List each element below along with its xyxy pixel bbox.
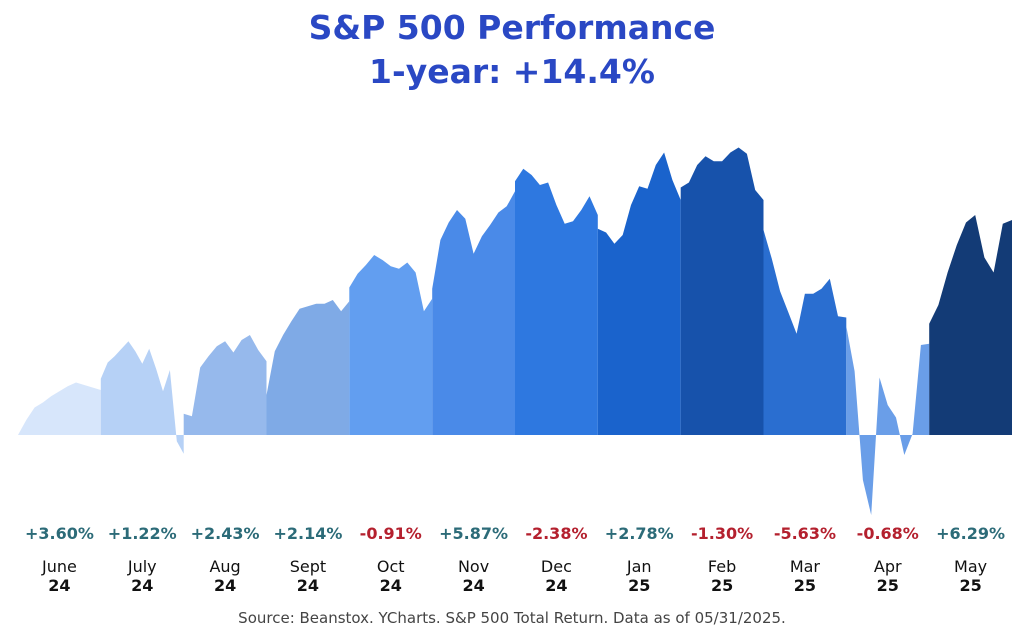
month-tick-label: Oct [377,557,405,576]
year-tick-label: 24 [545,576,567,595]
area-segment-jan [597,152,681,435]
month-tick-label: Feb [708,557,736,576]
source-note: Source: Beanstox. YCharts. S&P 500 Total… [238,609,786,627]
year-tick-label: 25 [959,576,981,595]
area-segment-feb [680,147,764,435]
monthly-change-label: -2.38% [525,524,587,543]
area-segment-may [929,215,1012,435]
month-tick-label: Aug [209,557,240,576]
year-tick-label: 25 [711,576,733,595]
monthly-change-label: -5.63% [774,524,836,543]
area-segment-mar [763,230,847,435]
month-tick-label: Sept [290,557,326,576]
chart-title: S&P 500 Performance [308,8,716,47]
year-tick-label: 25 [794,576,816,595]
year-tick-label: 24 [48,576,70,595]
area-segment-july [100,341,184,454]
month-tick-label: Dec [541,557,572,576]
month-tick-label: May [954,557,987,576]
area-segment-dec [515,168,598,436]
year-tick-label: 25 [877,576,899,595]
area-segment-aug [183,335,267,435]
monthly-change-label: -1.30% [691,524,753,543]
monthly-change-label: +2.14% [273,524,342,543]
monthly-change-label: -0.91% [360,524,422,543]
monthly-change-label: +6.29% [936,524,1005,543]
month-tick-label: June [41,557,77,576]
year-tick-label: 24 [131,576,153,595]
monthly-change-label: +2.43% [191,524,260,543]
monthly-change-label: +3.60% [25,524,94,543]
year-tick-label: 25 [628,576,650,595]
month-tick-label: Nov [458,557,489,576]
year-tick-label: 24 [462,576,484,595]
monthly-change-label: +2.78% [605,524,674,543]
year-tick-label: 24 [297,576,319,595]
area-segment-oct [349,255,433,435]
monthly-change-label: -0.68% [857,524,919,543]
area-segment-apr [846,326,930,515]
month-tick-label: Jan [626,557,652,576]
year-tick-label: 24 [214,576,236,595]
year-tick-label: 24 [380,576,402,595]
area-segment-nov [432,191,515,435]
monthly-change-label: +5.87% [439,524,508,543]
chart-subtitle: 1-year: +14.4% [369,52,655,91]
month-tick-label: July [127,557,157,576]
month-tick-label: Apr [874,557,902,576]
area-segment-sept [266,300,350,435]
month-tick-label: Mar [790,557,821,576]
monthly-change-label: +1.22% [108,524,177,543]
area-segment-june [18,382,101,435]
